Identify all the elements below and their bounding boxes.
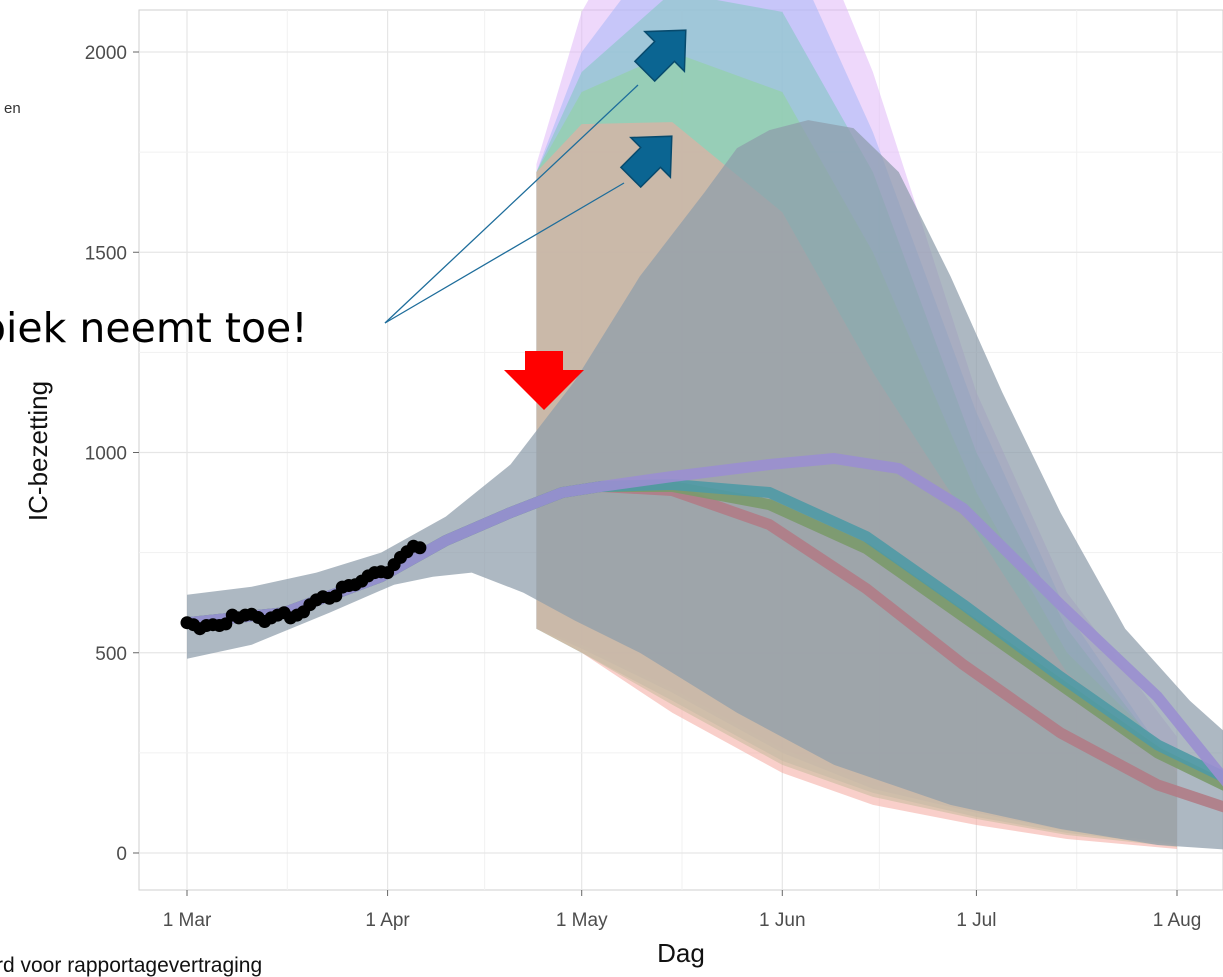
y-tick-label: 1500 [85, 243, 127, 264]
y-tick-label: 0 [116, 844, 127, 865]
observed-points [180, 539, 427, 636]
x-tick-label: 1 Mar [163, 910, 212, 931]
red-down-arrow [504, 351, 584, 410]
forecast-bands [187, 0, 1223, 850]
y-tick-label: 2000 [85, 43, 127, 64]
legend-fragment: en [4, 100, 21, 117]
x-tick-label: 1 Jun [759, 910, 805, 931]
x-tick-label: 1 May [556, 910, 608, 931]
pointer-line-lower [384, 182, 625, 324]
blue-up-arrow-upper [633, 29, 687, 83]
pointer-line-upper [384, 84, 639, 324]
purple-scenario-line [181, 453, 1223, 787]
callout-text: piek neemt toe! [0, 304, 308, 352]
x-tick-label: 1 Aug [1153, 910, 1202, 931]
y-tick-label: 500 [95, 644, 127, 665]
y-axis-title: IC-bezetting [23, 381, 53, 521]
observed-point [413, 541, 427, 555]
blue-up-arrow-lower [619, 135, 673, 189]
x-tick-label: 1 Jul [956, 910, 996, 931]
footnote-fragment: rd voor rapportagevertraging [0, 954, 262, 977]
x-axis-title: Dag [657, 938, 705, 968]
y-axis-ticks: 0 500 1000 1500 2000 [85, 43, 139, 865]
x-axis-ticks: 1 Mar 1 Apr 1 May 1 Jun 1 Jul 1 Aug [163, 890, 1202, 931]
y-tick-label: 1000 [85, 444, 127, 465]
x-tick-label: 1 Apr [365, 910, 410, 931]
